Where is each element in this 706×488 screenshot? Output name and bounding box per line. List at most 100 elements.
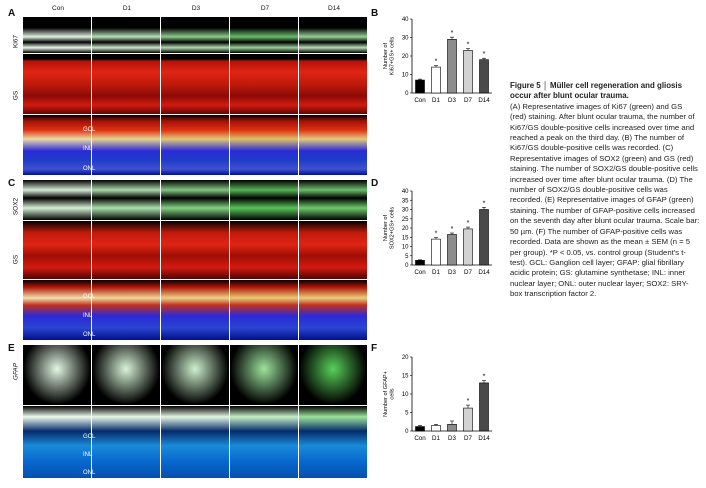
bar-chart-gfap: 0 5 10 15 20 Number of GFAP+ cells Con D1 D3 * D7 * D… [383,355,492,442]
significance-marker: * [435,59,438,66]
x-tick-label: D3 [448,269,456,276]
micrograph-sox2-d3 [161,180,229,220]
micrograph-gfap-merge-d7 [230,406,298,478]
y-tick-label: 5 [405,411,409,417]
micrograph-merge-a-d7 [230,115,298,175]
micrograph-sox2-d14 [299,180,367,220]
y-tick-label: 30 [402,208,409,214]
significance-marker: * [451,226,454,233]
micrograph-merge-a-con [23,115,91,175]
bar-chart-ki67-gs: 0 10 20 30 40 Number of Ki67+GS+ cells Con * D1 * D… [383,17,492,104]
layer-label-onl-e: ONL [83,470,96,476]
panel-label-f: F [371,343,378,354]
micrograph-gs-c-d14 [299,221,367,279]
column-header-d3: D3 [191,5,201,12]
bar-d14 [479,382,489,432]
bar-d3 [447,424,457,432]
bar-con [415,426,425,432]
micrograph-gfap-con [23,345,91,405]
y-tick-label: 0 [405,429,409,435]
micrograph-merge-c-d3 [161,280,229,340]
x-tick-label: D1 [432,269,440,276]
y-tick-label: 40 [402,189,409,195]
bar-d7 [463,228,473,266]
significance-marker: * [435,231,438,238]
bar-d7 [463,50,473,94]
layer-label-inl-e: INL [83,452,93,458]
y-tick-label: 15 [402,235,409,241]
micrograph-gs-c-d3 [161,221,229,279]
micrograph-merge-c-d14 [299,280,367,340]
micrograph-gfap-d14 [299,345,367,405]
micrograph-merge-a-d1 [92,115,160,175]
bar-d1 [431,238,441,266]
micrograph-grid-e [23,345,367,478]
micrograph-merge-a-d14 [299,115,367,175]
micrograph-gs-a-con [23,54,91,114]
y-tick-label: 20 [402,54,409,60]
y-tick-label: 20 [402,226,409,232]
micrograph-ki67-d14 [299,17,367,53]
micrograph-ki67-con [23,17,91,53]
x-tick-label: D3 [448,97,456,104]
micrograph-gs-c-d7 [230,221,298,279]
x-tick-label: D7 [464,97,472,104]
micrograph-merge-c-d7 [230,280,298,340]
x-tick-label: D3 [448,435,456,442]
micrograph-gfap-d7 [230,345,298,405]
layer-label-gcl-e: GCL [83,434,96,440]
micrograph-sox2-d7 [230,180,298,220]
significance-marker: * [483,51,486,58]
y-tick-label: 25 [402,217,409,223]
x-tick-label: D14 [478,269,490,276]
panel-label-c: C [8,178,16,189]
layer-label-onl-c: ONL [83,332,96,338]
x-tick-label: D14 [478,435,490,442]
micrograph-gfap-merge-d1 [92,406,160,478]
y-tick-label: 10 [402,392,409,398]
micrograph-gfap-merge-con [23,406,91,478]
y-axis-label: Number of GFAP+ [383,371,389,417]
bar-d7 [463,407,473,432]
micrograph-merge-c-d1 [92,280,160,340]
bar-d3 [447,234,457,266]
significance-marker: * [467,42,470,49]
bar-d3 [447,39,457,94]
y-tick-label: 5 [405,254,409,260]
micrograph-gfap-merge-d14 [299,406,367,478]
bar-d1 [431,425,441,432]
micrograph-gfap-d3 [161,345,229,405]
layer-label-onl-a: ONL [83,166,96,172]
y-tick-label: 0 [405,91,409,97]
bar-chart-sox2-gs: 0 5 10 15 20 25 30 35 40 Number of SOX2+GS+ cells C… [383,189,492,276]
y-tick-label: 30 [402,36,409,42]
significance-marker: * [451,30,454,37]
significance-marker: * [467,220,470,227]
row-label-gs-a: GS [12,90,20,101]
layer-label-inl-c: INL [83,313,93,319]
micrograph-ki67-d3 [161,17,229,53]
micrograph-sox2-con [23,180,91,220]
micrograph-sox2-d1 [92,180,160,220]
panel-label-b: B [371,8,379,19]
x-tick-label: D14 [478,97,490,104]
micrograph-ki67-d7 [230,17,298,53]
micrograph-grid-c [23,180,367,340]
x-tick-label: Con [414,97,426,104]
y-tick-label: 20 [402,355,409,361]
y-tick-label: 35 [402,198,409,204]
micrograph-gs-a-d1 [92,54,160,114]
column-header-con: Con [52,5,64,12]
micrograph-gs-c-d1 [92,221,160,279]
significance-marker: * [467,398,470,405]
y-axis-label: Number of [383,215,389,242]
y-axis-label: cells [390,388,396,399]
panel-label-e: E [8,343,15,354]
column-header-d7: D7 [260,5,270,12]
y-tick-label: 10 [402,73,409,79]
y-tick-label: 15 [402,374,409,380]
micrograph-merge-c-con [23,280,91,340]
y-tick-label: 10 [402,245,409,251]
micrograph-gs-a-d3 [161,54,229,114]
x-tick-label: Con [414,269,426,276]
